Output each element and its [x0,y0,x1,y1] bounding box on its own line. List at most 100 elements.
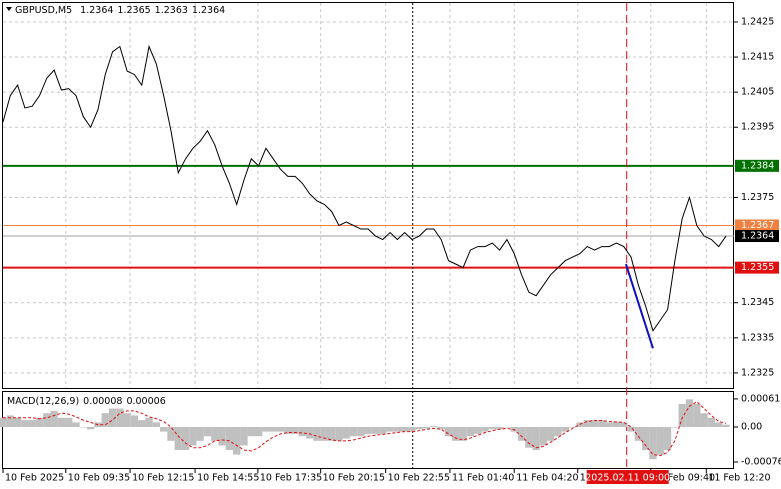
macd-bar [612,421,621,428]
macd-bar [13,417,22,428]
macd-bar [276,427,285,432]
macd-bar [327,427,336,441]
y-tick-label: 1.2335 [741,332,774,343]
y-tick-label: 1.2325 [741,367,774,378]
indicator-name: MACD(12,26,9) [7,396,79,407]
macd-bar [335,427,343,441]
macd-bar [488,427,496,430]
macd-bar [240,427,248,446]
macd-bar [466,427,475,437]
price-level-label: 1.2384 [741,160,774,171]
x-tick-label: 10 Feb 22:55 [388,473,450,484]
macd-bar [357,427,365,437]
symbol: GBPUSD,M5 [15,5,72,16]
macd-bar [116,408,124,428]
x-tick-label: 11 Feb 09:40 [653,473,715,484]
macd-bar [160,427,168,432]
macd-bar [481,427,489,432]
x-tick-label: 11 Feb 04:20 [516,473,578,484]
macd-bar [21,420,29,428]
vertical-line-label-box [586,470,669,484]
macd-bar [722,424,730,428]
x-tick-label: 11 Feb 12:20 [708,473,770,484]
macd-bar [225,427,234,451]
price-level-box [735,261,779,274]
macd-header: MACD(12,26,9) 0.00008 0.00006 [7,396,166,407]
price-level-box [735,159,779,172]
y-tick-label: 1.2345 [741,297,774,308]
main-panel-frame [2,2,734,389]
macd-bar [130,415,139,428]
macd-bar [568,427,577,428]
macd-bar [43,413,51,428]
x-tick-label: 10 Feb 09:35 [68,473,130,484]
macd-bar [298,427,307,437]
vertical-line-label: 2025.02.11 09:00 [585,473,670,484]
y-tick-label: 1.2425 [741,16,774,27]
macd-bar [408,427,416,432]
macd-bar [678,403,686,428]
macd-bar [284,427,292,434]
macd-bar [452,427,460,441]
macd-panel-frame [2,391,734,469]
x-tick-label: 10 Feb 12:15 [132,473,194,484]
macd-bar [547,427,555,441]
macd-bar [203,427,212,437]
y-tick-label: 1.2405 [741,87,774,98]
macd-bar [517,427,526,441]
ohlc-value: 1.2365 [117,5,150,16]
macd-bar [620,422,628,428]
signal-line [3,401,727,457]
macd-bar [495,427,504,430]
macd-bar [444,427,453,437]
macd-bar [371,427,380,434]
macd-bar [474,427,482,434]
ohlc-value: 1.2363 [155,5,188,16]
macd-bar [437,427,445,430]
trendline [624,263,654,349]
macd-bar [196,427,204,441]
macd-bar [320,427,328,441]
last-price-label: 1.2364 [741,231,774,242]
header-arrow [6,7,12,11]
price-level-label: 1.2367 [741,220,774,231]
macd-bar [291,427,299,434]
macd-bar [634,427,643,441]
macd-bar [174,427,182,451]
macd-bar [627,427,635,432]
macd-bar [525,427,533,448]
macd-bar [233,427,241,455]
macd-bar [306,427,314,439]
macd-bar [590,420,599,428]
macd-bar [393,427,402,432]
y-tick-label: 0.00 [741,422,762,433]
y-tick-label: 1.2415 [741,52,774,63]
macd-bar [342,427,350,439]
macd-bar [167,427,175,441]
macd-bar [685,399,694,428]
price-line [2,44,727,332]
macd-bar [108,408,117,428]
macd-bar [715,422,723,428]
macd-bar [138,420,146,428]
macd-bar [561,427,569,432]
macd-bar [211,427,219,441]
macd-bar [605,422,613,428]
macd-bar [313,427,321,441]
x-tick-label: 10 Feb 20:15 [323,473,385,484]
macd-bar [123,413,131,428]
macd-bar [152,422,161,428]
macd-bar [65,417,73,428]
macd-bar [57,417,66,428]
macd-bar [386,427,394,432]
macd-bar [459,427,467,441]
macd-bar [262,427,270,432]
macd-bar [0,417,7,428]
macd-bar [269,427,277,432]
macd-bar [656,427,664,455]
macd-bar [598,420,606,428]
macd-bar [415,427,423,430]
x-tick-label: 10 Feb 17:35 [260,473,322,484]
macd-bar [28,420,36,428]
